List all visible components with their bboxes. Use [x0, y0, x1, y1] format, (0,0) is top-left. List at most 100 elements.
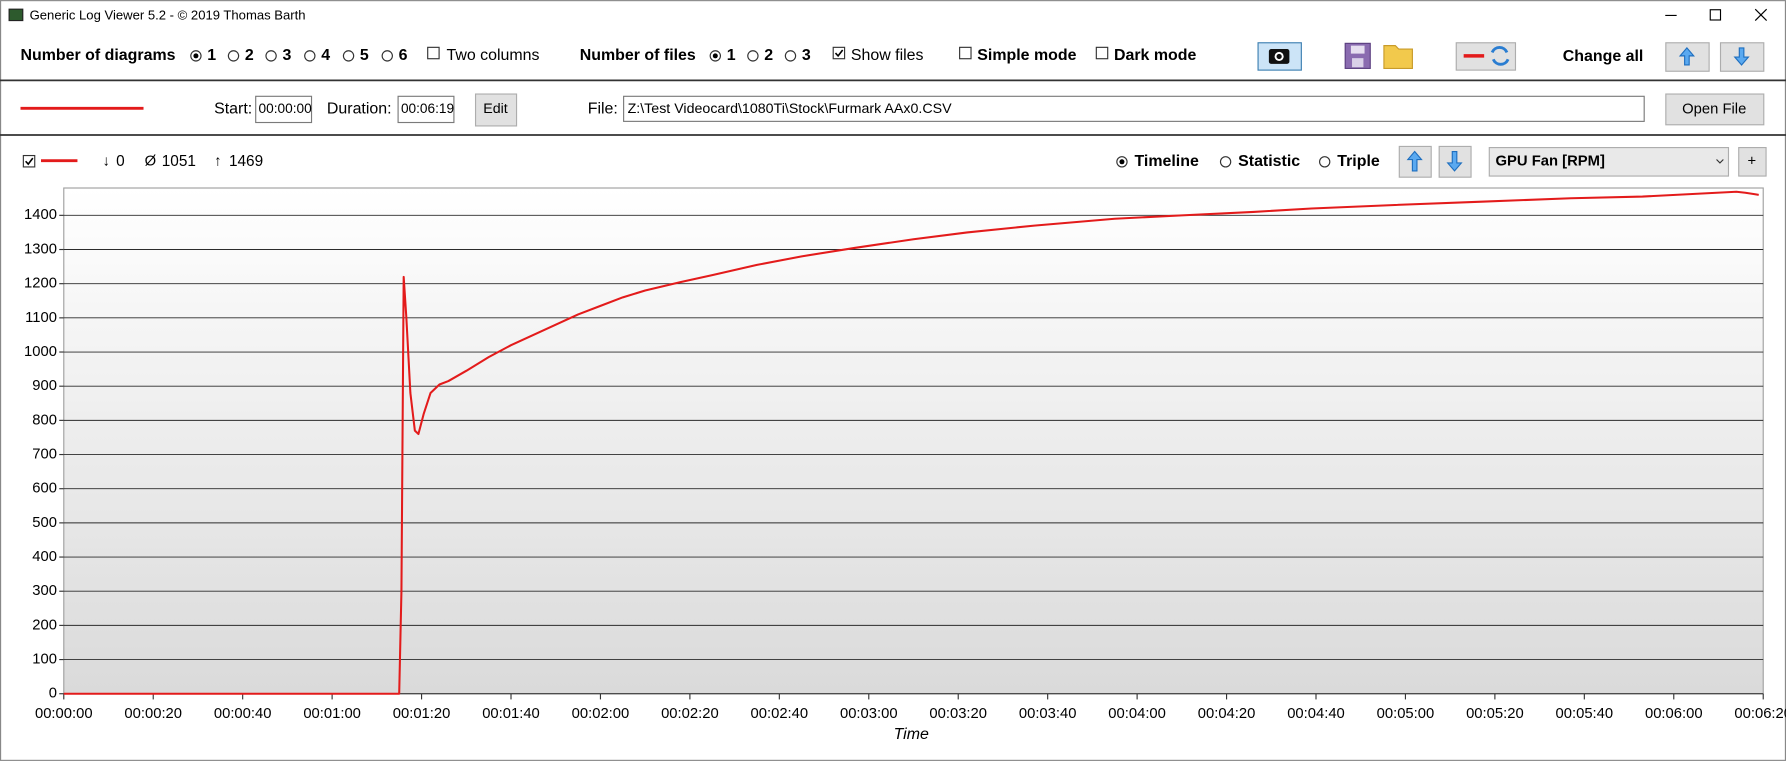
folder-icon[interactable] — [1383, 45, 1413, 69]
radio-label: 2 — [245, 47, 254, 64]
y-tick-label: 500 — [32, 515, 57, 531]
x-tick-label: 00:06:20 — [1734, 706, 1786, 722]
save-icon-slot — [1352, 58, 1364, 68]
label: Change all — [1563, 48, 1644, 65]
y-tick-label: 800 — [32, 412, 57, 428]
radio-label: 4 — [321, 47, 330, 64]
sensor-dropdown[interactable] — [1488, 146, 1730, 177]
x-tick-label: 00:04:00 — [1108, 706, 1166, 722]
label: File: — [588, 101, 618, 118]
stat-value: 1051 — [162, 153, 196, 170]
app-icon — [8, 8, 24, 22]
radio-button[interactable] — [342, 50, 355, 62]
x-tick-label: 00:01:20 — [393, 706, 451, 722]
x-tick-label: 00:01:40 — [482, 706, 540, 722]
arrow-up-icon — [1406, 150, 1423, 172]
x-tick-label: 00:02:40 — [751, 706, 809, 722]
x-tick-label: 00:03:40 — [1019, 706, 1077, 722]
button-text: Edit — [483, 101, 508, 117]
y-tick-label: 1400 — [24, 207, 57, 223]
y-tick-label: 1100 — [25, 310, 57, 326]
y-tick-label: 900 — [32, 378, 57, 394]
window-controls[interactable] — [1665, 8, 1768, 21]
radio-dot — [1119, 159, 1125, 165]
radio-button[interactable] — [227, 50, 240, 62]
radio-button[interactable] — [381, 50, 393, 62]
x-tick-label: 00:01:00 — [303, 706, 361, 722]
dropdown-text: GPU Fan [RPM] — [1496, 154, 1605, 170]
add-button[interactable] — [1738, 146, 1767, 177]
y-tick-label: 0 — [49, 686, 57, 702]
radio-button[interactable] — [747, 50, 759, 62]
x-tick-label: 00:05:40 — [1556, 706, 1614, 722]
checkbox[interactable] — [959, 46, 972, 60]
move-up-button[interactable] — [1665, 42, 1710, 72]
radio-label: 3 — [282, 47, 291, 64]
radio-label: Timeline — [1134, 153, 1199, 170]
checkbox-label: Two columns — [447, 47, 540, 64]
arrow-down-icon — [1446, 150, 1463, 172]
window-title: Generic Log Viewer 5.2 - © 2019 Thomas B… — [30, 7, 306, 22]
check-mark — [25, 157, 34, 166]
radio-label: 6 — [399, 47, 408, 64]
checkbox-label: Dark mode — [1114, 47, 1197, 64]
y-tick-label: 1000 — [24, 344, 57, 360]
input-text: 00:00:00 — [259, 101, 313, 116]
stat-symbol: Ø — [145, 154, 157, 170]
y-tick-label: 400 — [32, 549, 57, 565]
file-input[interactable] — [623, 95, 1645, 122]
label: Number of diagrams — [21, 47, 176, 64]
radio-button[interactable] — [784, 50, 797, 62]
button-text: Open File — [1682, 101, 1746, 117]
label: Duration: — [327, 101, 392, 118]
input-text: 00:06:19 — [401, 101, 454, 116]
label: Number of files — [580, 47, 696, 64]
x-tick-label: 00:02:00 — [572, 706, 630, 722]
edit-button[interactable] — [474, 93, 518, 127]
radio-label: 3 — [802, 47, 811, 64]
start-input[interactable] — [255, 95, 313, 124]
radio-button[interactable] — [1219, 156, 1232, 168]
x-tick-label: 00:00:40 — [214, 706, 272, 722]
y-tick-label: 1300 — [24, 241, 57, 257]
radio-button[interactable] — [1318, 156, 1331, 168]
x-tick-label: 00:00:20 — [124, 706, 182, 722]
stat-symbol: ↓ — [103, 154, 110, 170]
x-tick-label: 00:04:40 — [1287, 706, 1345, 722]
radio-label: Triple — [1337, 153, 1380, 170]
open-file-button[interactable] — [1665, 93, 1765, 126]
y-tick-label: 300 — [32, 583, 57, 599]
x-tick-label: 00:04:20 — [1198, 706, 1256, 722]
x-tick-label: 00:03:00 — [840, 706, 898, 722]
camera-lens-inner — [1276, 53, 1282, 60]
radio-label: 1 — [207, 47, 216, 64]
checkbox[interactable] — [832, 46, 846, 60]
radio-label: 5 — [360, 47, 369, 64]
y-tick-label: 100 — [32, 651, 57, 667]
x-tick-label: 00:00:00 — [35, 706, 93, 722]
checkbox[interactable] — [22, 154, 36, 168]
duration-input[interactable] — [397, 95, 455, 124]
checkbox[interactable] — [1095, 46, 1109, 60]
radio-button[interactable] — [265, 50, 277, 62]
radio-label: 2 — [764, 47, 773, 64]
refresh-icon — [1490, 46, 1510, 66]
arrow-down-icon — [1733, 47, 1750, 66]
check-mark — [834, 49, 844, 58]
data-line — [63, 190, 1759, 695]
x-tick-label: 00:06:00 — [1645, 706, 1703, 722]
y-tick-label: 700 — [32, 446, 57, 462]
x-axis-label: Time — [894, 726, 929, 743]
checkbox[interactable] — [427, 46, 440, 60]
dropdown-chevron — [1716, 159, 1724, 164]
input-text: Z:\Test Videocard\1080Ti\Stock\Furmark A… — [628, 101, 953, 117]
checkbox-label: Show files — [851, 47, 924, 64]
radio-button[interactable] — [304, 50, 316, 62]
x-tick-label: 00:05:00 — [1377, 706, 1435, 722]
plot-area — [63, 187, 1764, 695]
y-tick-label: 600 — [32, 481, 57, 497]
screenshot-button[interactable] — [1257, 42, 1302, 71]
radio-dot — [712, 53, 718, 59]
